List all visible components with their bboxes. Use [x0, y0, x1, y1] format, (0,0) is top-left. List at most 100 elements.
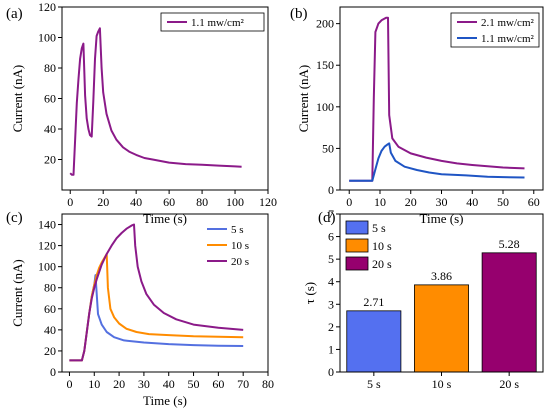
legend-swatch-1 — [345, 220, 369, 235]
x-tick-label: 50 — [497, 195, 509, 209]
bar-value-label-1: 2.71 — [363, 295, 384, 309]
panel-a: 0 20 40 60 80 100 120 20 40 60 80 100 120 Time (s) Cur… — [6, 0, 277, 226]
y-tick-label: 2 — [328, 320, 334, 334]
x-tick-label: 20 — [113, 377, 125, 391]
x-tick-label: 80 — [262, 377, 274, 391]
y-axis-label: Current (nA) — [10, 65, 25, 133]
legend-swatch-3 — [345, 256, 369, 271]
x-tick-label: 10 — [88, 377, 100, 391]
x-tick-label: 10 s — [432, 377, 452, 391]
legend: 5 s 10 s 20 s — [207, 224, 249, 268]
y-tick-label: 6 — [328, 230, 334, 244]
y-tick-label: 40 — [44, 122, 56, 136]
y-tick-label: 0 — [328, 365, 334, 379]
x-tick-label: 30 — [436, 195, 448, 209]
series-line-3 — [69, 223, 244, 362]
y-tick-label: 0 — [50, 365, 56, 379]
x-tick-label: 40 — [466, 195, 478, 209]
legend-label-2: 10 s — [231, 240, 249, 252]
panel-d: 2.71 5 s 3.86 10 s 5.28 20 s 0 1 2 3 4 5 6 7 τ (s) (d) 5… — [302, 207, 544, 391]
y-tick-label: 7 — [328, 207, 334, 221]
x-tick-label: 120 — [259, 195, 277, 209]
x-tick-label: 20 — [405, 195, 417, 209]
y-tick-label: 100 — [38, 260, 56, 274]
y-tick-label: 60 — [44, 302, 56, 316]
y-tick-label: 200 — [316, 17, 334, 31]
x-tick-label: 5 s — [367, 377, 381, 391]
y-tick-label: 100 — [38, 31, 56, 45]
y-tick-label: 60 — [44, 92, 56, 106]
x-tick-label: 0 — [66, 377, 72, 391]
panel-b: 0 10 20 30 40 50 60 0 50 100 150 200 Time (s) Current… — [290, 6, 544, 226]
y-tick-label: 80 — [44, 61, 56, 75]
plot-frame — [339, 213, 544, 373]
x-tick-label: 60 — [528, 195, 540, 209]
x-tick-label: 70 — [237, 377, 249, 391]
y-axis-label: Current (nA) — [10, 259, 25, 327]
y-tick-label: 5 — [328, 252, 334, 266]
legend-swatch-2 — [345, 238, 369, 253]
legend-label-2: 10 s — [372, 239, 392, 253]
y-tick-label: 0 — [328, 183, 334, 197]
y-tick-label: 20 — [44, 344, 56, 358]
x-tick-label: 60 — [212, 377, 224, 391]
x-tick-label: 20 s — [499, 377, 519, 391]
legend-label-1: 1.1 mw/cm² — [191, 17, 244, 29]
panel-label: (b) — [290, 6, 308, 22]
y-tick-label: 120 — [38, 239, 56, 253]
legend-label-1: 2.1 mw/cm² — [481, 17, 534, 29]
legend-label-3: 20 s — [372, 257, 392, 271]
y-tick-label: 100 — [316, 100, 334, 114]
bar-2 — [414, 284, 469, 373]
series-line-1 — [69, 274, 244, 362]
y-tick-label: 20 — [44, 153, 56, 167]
y-tick-label: 3 — [328, 297, 334, 311]
y-tick-label: 1 — [328, 342, 334, 356]
y-tick-label: 120 — [38, 0, 56, 14]
x-tick-label: 20 — [97, 195, 109, 209]
x-tick-label: 80 — [196, 195, 208, 209]
legend: 2.1 mw/cm² 1.1 mw/cm² — [450, 12, 540, 48]
x-tick-label: 0 — [67, 195, 73, 209]
x-tick-label: 100 — [226, 195, 244, 209]
panel-label: (d) — [318, 210, 336, 226]
legend: 5 s 10 s 20 s — [345, 220, 392, 271]
bar-value-label-3: 5.28 — [499, 237, 520, 251]
series-line-1 — [349, 16, 525, 182]
x-tick-label: 40 — [163, 377, 175, 391]
series-line-1 — [69, 27, 242, 176]
y-tick-label: 140 — [38, 218, 56, 232]
panel-label: (c) — [6, 210, 23, 226]
bar-value-label-2: 3.86 — [431, 269, 452, 283]
legend-label-3: 20 s — [231, 256, 249, 268]
panel-c: 0 10 20 30 40 50 60 70 80 0 20 40 60 80 100 120 140 Time … — [6, 210, 274, 408]
bar-1 — [346, 310, 402, 373]
bar-3 — [481, 252, 537, 373]
series-line-2 — [349, 142, 525, 182]
legend-label-1: 5 s — [372, 221, 386, 235]
y-tick-label: 80 — [44, 281, 56, 295]
x-axis-label: Time (s) — [420, 211, 464, 226]
x-tick-label: 50 — [188, 377, 200, 391]
plot-frame — [61, 213, 269, 373]
legend-label-2: 1.1 mw/cm² — [481, 33, 534, 45]
legend-box — [160, 12, 265, 32]
y-axis-label: Current (nA) — [296, 65, 311, 133]
y-tick-label: 40 — [44, 323, 56, 337]
x-tick-label: 10 — [374, 195, 386, 209]
x-axis-label: Time (s) — [143, 211, 187, 226]
legend: 1.1 mw/cm² — [160, 12, 265, 32]
x-axis-label: Time (s) — [143, 393, 187, 408]
y-axis-label: τ (s) — [302, 282, 317, 304]
x-tick-label: 30 — [138, 377, 150, 391]
y-tick-label: 50 — [322, 141, 334, 155]
legend-box — [450, 12, 540, 48]
y-tick-label: 4 — [328, 275, 334, 289]
x-tick-label: 0 — [346, 195, 352, 209]
panel-label: (a) — [6, 6, 23, 22]
x-tick-label: 60 — [163, 195, 175, 209]
y-tick-label: 150 — [316, 58, 334, 72]
legend-label-1: 5 s — [231, 224, 244, 236]
x-tick-label: 40 — [130, 195, 142, 209]
